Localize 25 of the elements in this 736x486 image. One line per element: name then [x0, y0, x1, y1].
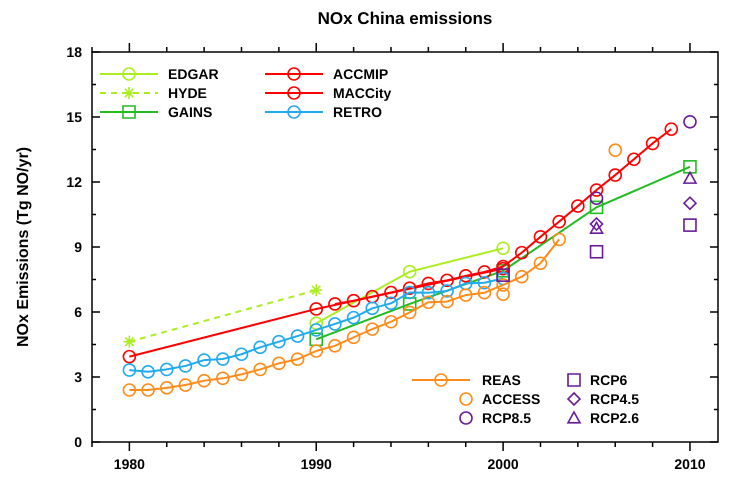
y-axis-title: NOx Emissions (Tg NO/yr): [15, 146, 32, 348]
x-tick-label: 2010: [674, 456, 706, 472]
legend-label: RCP6: [590, 372, 628, 388]
x-tick-label: 1990: [300, 456, 332, 472]
y-tick-label: 18: [66, 44, 82, 60]
legend-label: MACCity: [333, 85, 392, 101]
y-tick-label: 15: [66, 109, 82, 125]
legend-label: RCP4.5: [590, 391, 640, 407]
legend-label: GAINS: [168, 104, 212, 120]
legend-label: REAS: [482, 372, 521, 388]
x-tick-label: 2000: [488, 456, 519, 472]
y-tick-label: 9: [74, 239, 82, 255]
legend-label: ACCESS: [482, 391, 540, 407]
chart-title: NOx China emissions: [318, 9, 492, 28]
legend-label: RCP8.5: [482, 410, 532, 426]
legend-label: RETRO: [333, 104, 382, 120]
x-tick-label: 1980: [114, 456, 146, 472]
y-tick-label: 3: [74, 369, 82, 385]
y-tick-label: 12: [66, 174, 82, 190]
legend-label: HYDE: [168, 85, 207, 101]
y-tick-label: 6: [74, 304, 82, 320]
legend-label: EDGAR: [168, 66, 219, 82]
legend-label: RCP2.6: [590, 410, 640, 426]
y-tick-label: 0: [74, 434, 82, 450]
legend-label: ACCMIP: [333, 66, 388, 82]
